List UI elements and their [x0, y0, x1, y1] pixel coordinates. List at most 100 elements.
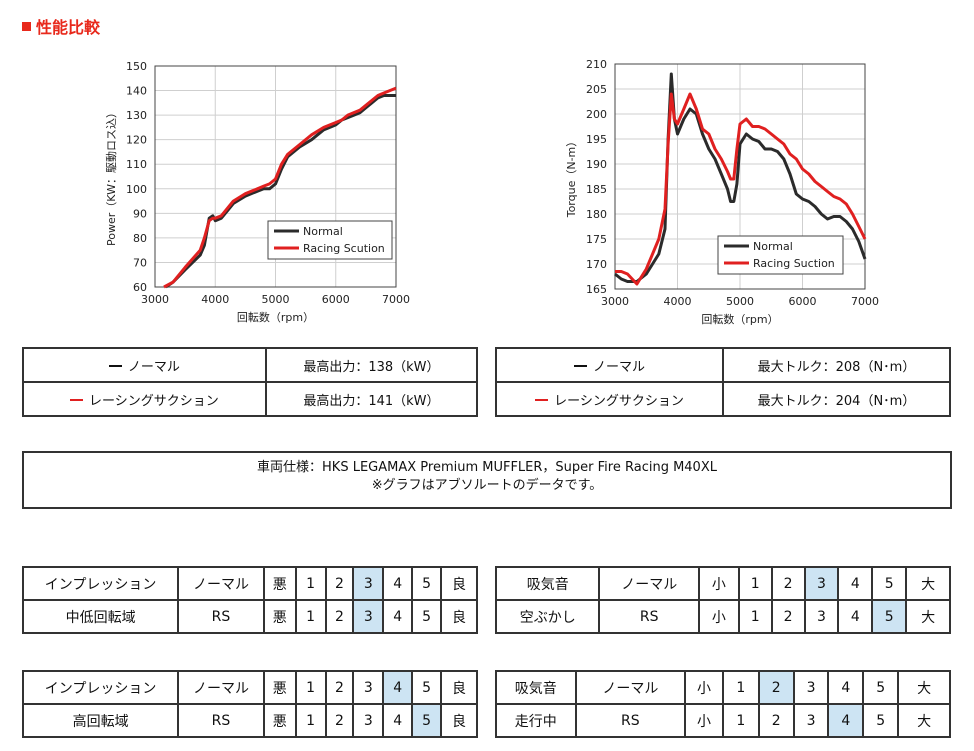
- scale-3: 3: [352, 566, 385, 601]
- summary-label-text: レーシングサクション: [554, 393, 684, 409]
- y-tick-label: 90: [133, 207, 147, 220]
- rating-category: インプレッション: [21, 566, 180, 601]
- rating-variant: ノーマル: [598, 566, 700, 601]
- black-line-marker: [108, 364, 122, 367]
- scale-1: 1: [294, 566, 327, 601]
- x-tick-label: 6000: [322, 293, 350, 306]
- scale-4: 4: [382, 599, 414, 634]
- y-tick-label: 70: [133, 256, 147, 269]
- power-chart: 60 70 80 90 100 110 120 130 140 150 3000 4000 5000 60…: [104, 60, 410, 324]
- legend-box: [267, 220, 393, 260]
- x-tick-label: 4000: [201, 293, 229, 306]
- rating-category: 高回転域: [21, 703, 180, 738]
- rating-category: インプレッション: [21, 670, 180, 705]
- scale-high-label: 大: [905, 566, 951, 601]
- scale-1: 1: [721, 670, 760, 705]
- scale-low-label: 小: [684, 670, 724, 705]
- rating-category: 中低回転域: [21, 599, 180, 634]
- scale-2: 2: [324, 703, 355, 738]
- rating-variant: ノーマル: [574, 670, 687, 705]
- rating-variant: RS: [177, 703, 265, 738]
- scale-4: 4: [827, 670, 865, 705]
- scale-1: 1: [737, 599, 773, 634]
- scale-4: 4: [837, 599, 874, 634]
- scale-1: 1: [294, 703, 327, 738]
- summary-label-normal: ノーマル: [495, 347, 724, 383]
- section-heading-text: 性能比較: [36, 18, 101, 37]
- scale-3: 3: [803, 599, 840, 634]
- scale-high-label: 良: [440, 566, 478, 601]
- scale-2: 2: [770, 599, 806, 634]
- scale-4: 4: [837, 566, 874, 601]
- legend-label: Racing Scution: [303, 242, 385, 255]
- scale-low-label: 小: [684, 703, 724, 738]
- x-tick-label: 3000: [141, 293, 169, 306]
- y-tick-label: 120: [126, 134, 147, 147]
- plot-frame: [154, 65, 397, 288]
- scale-5: 5: [411, 703, 443, 738]
- summary-label-text: ノーマル: [127, 359, 180, 375]
- scale-high-label: 大: [897, 703, 951, 738]
- red-line-marker: [535, 398, 549, 401]
- scale-5: 5: [411, 670, 443, 705]
- graph-note: ※グラフはアブソルートのデータです。: [371, 478, 603, 493]
- y-tick-label: 150: [126, 60, 147, 73]
- scale-3: 3: [803, 566, 840, 601]
- y-tick-label: 60: [133, 281, 147, 294]
- scale-3: 3: [792, 670, 830, 705]
- rating-table-intake-driving: 吸気音 ノーマル小 1 2 3 4 5 大 走行中 RS 小 1 2 3 4 5 大: [495, 670, 951, 738]
- scale-1: 1: [721, 703, 760, 738]
- scale-1: 1: [737, 566, 773, 601]
- x-axis-label: 回転数（rpm）: [237, 311, 314, 324]
- y-tick-label: 140: [126, 85, 147, 98]
- scale-low-label: 小: [697, 599, 740, 634]
- red-line-marker: [70, 398, 84, 401]
- scale-2: 2: [757, 670, 795, 705]
- vehicle-spec-box: 車両仕様：HKS LEGAMAX Premium MUFFLER，Super F…: [22, 451, 952, 509]
- rating-table-high-rpm-impression: インプレッション ノーマル悪 1 2 3 4 5 良 高回転域 RS 悪 1 2 3 4 5 良: [21, 670, 478, 738]
- x-tick-label: 5000: [262, 293, 290, 306]
- summary-label-text: レーシングサクション: [89, 393, 219, 409]
- x-tick-label: 7000: [382, 293, 410, 306]
- rating-variant: RS: [177, 599, 265, 634]
- summary-label-normal: ノーマル: [22, 347, 267, 383]
- rating-variant: RS: [574, 703, 687, 738]
- scale-4: 4: [827, 703, 865, 738]
- scale-3: 3: [352, 703, 385, 738]
- scale-4: 4: [382, 703, 414, 738]
- rating-category: 空ぶかし: [494, 599, 601, 634]
- scale-5: 5: [411, 599, 443, 634]
- scale-high-label: 大: [897, 670, 951, 705]
- black-line-marker: [573, 364, 587, 367]
- legend-label: Normal: [303, 225, 343, 238]
- rating-table-intake-idle: 吸気音 ノーマル小 1 2 3 4 5 大 空ぶかし RS 小 1 2 3 4 5 大: [494, 566, 951, 634]
- rating-table-low-mid-impression: インプレッション ノーマル悪 1 2 3 4 5 良 中低回転域 RS 悪 1 2 3 4 5 良: [21, 566, 478, 634]
- scale-1: 1: [294, 670, 327, 705]
- scale-high-label: 大: [905, 599, 951, 634]
- scale-high-label: 良: [440, 670, 478, 705]
- rating-category: 吸気音: [494, 566, 601, 601]
- summary-value-rs: 最高出力：141（kW）: [264, 381, 479, 417]
- y-axis-label: Power（KW：駆動ロス込）: [104, 107, 118, 246]
- summary-label-rs: レーシングサクション: [495, 381, 724, 417]
- power-summary-table: ノーマル 最高出力：138（kW） レーシングサクション 最高出力：141（kW…: [22, 347, 479, 417]
- scale-3: 3: [352, 599, 385, 634]
- summary-value-rs: 最大トルク：204（N･m）: [721, 381, 952, 417]
- section-heading: 性能比較: [22, 14, 100, 38]
- scale-2: 2: [324, 566, 355, 601]
- scale-4: 4: [382, 566, 414, 601]
- series-line-racing-suction: [163, 86, 397, 289]
- torque-summary-table: ノーマル 最大トルク：208（N･m） レーシングサクション 最大トルク：204…: [495, 347, 952, 417]
- summary-label-rs: レーシングサクション: [22, 381, 267, 417]
- y-tick-label: 110: [126, 158, 147, 171]
- rating-category: 吸気音: [495, 670, 577, 705]
- scale-2: 2: [324, 599, 355, 634]
- summary-value-normal: 最大トルク：208（N･m）: [721, 347, 952, 383]
- scale-4: 4: [382, 670, 414, 705]
- y-tick-label: 80: [133, 232, 147, 245]
- scale-low-label: 悪: [262, 566, 297, 601]
- scale-3: 3: [352, 670, 385, 705]
- scale-low-label: 小: [697, 566, 740, 601]
- scale-low-label: 悪: [262, 599, 297, 634]
- scale-2: 2: [324, 670, 355, 705]
